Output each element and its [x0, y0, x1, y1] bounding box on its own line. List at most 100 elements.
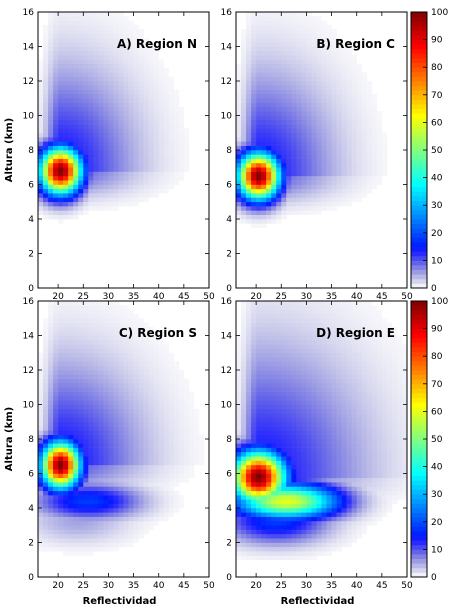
heatmap-cell [271, 434, 277, 440]
heatmap-cell [163, 486, 170, 492]
heatmap-cell [361, 72, 368, 77]
heatmap-cell [241, 512, 247, 517]
heatmap-cell [143, 370, 149, 375]
heatmap-cell [301, 158, 307, 164]
heatmap-cell [291, 85, 297, 90]
heatmap-cell [256, 533, 262, 539]
heatmap-cell [351, 137, 358, 142]
heatmap-cell [63, 37, 69, 43]
heatmap-cell [331, 132, 337, 138]
heatmap-cell [311, 20, 317, 26]
heatmap-cell [306, 111, 312, 116]
heatmap-cell [98, 473, 104, 479]
heatmap-cell [78, 551, 84, 556]
heatmap-cell [291, 421, 297, 427]
heatmap-cell [276, 447, 282, 453]
heatmap-cell [38, 193, 44, 198]
heatmap-cell [38, 395, 44, 401]
heatmap-cell [188, 447, 195, 453]
heatmap-cell [48, 55, 54, 60]
heatmap-cell [113, 197, 119, 203]
heatmap-cell [256, 555, 262, 561]
heatmap-cell [48, 326, 54, 332]
heatmap-cell [83, 460, 89, 466]
heatmap-cell [143, 93, 149, 99]
heatmap-cell [311, 184, 317, 190]
heatmap-cell [311, 197, 317, 203]
heatmap-cell [68, 63, 74, 69]
y-tick-label: 4 [226, 215, 232, 225]
heatmap-cell [261, 68, 267, 73]
heatmap-cell [316, 141, 322, 146]
heatmap-cell [43, 137, 49, 142]
heatmap-cell [53, 154, 59, 159]
heatmap-cell [276, 331, 282, 336]
heatmap-cell [78, 546, 84, 552]
heatmap-cell [256, 357, 262, 362]
heatmap-cell [281, 361, 287, 366]
heatmap-cell [291, 426, 297, 431]
heatmap-cell [38, 382, 44, 388]
heatmap-cell [138, 361, 144, 366]
heatmap-cell [168, 89, 175, 95]
heatmap-cell [88, 301, 94, 306]
heatmap-cell [316, 50, 322, 56]
heatmap-cell [93, 12, 99, 17]
heatmap-cell [163, 98, 170, 103]
heatmap-cell [361, 162, 368, 168]
heatmap-cell [193, 426, 200, 431]
heatmap-cell [241, 378, 247, 384]
heatmap-cell [68, 382, 74, 388]
heatmap-cell [356, 150, 363, 155]
heatmap-cell [53, 76, 59, 82]
heatmap-cell [271, 464, 277, 470]
heatmap-cell [351, 98, 358, 103]
heatmap-cell [261, 137, 267, 142]
heatmap-cell [143, 137, 149, 142]
heatmap-cell [286, 477, 292, 483]
heatmap-cell [148, 434, 154, 440]
heatmap-cell [286, 520, 292, 526]
heatmap-cell [63, 551, 69, 556]
heatmap-cell [103, 417, 109, 423]
heatmap-cell [173, 382, 180, 388]
heatmap-cell [173, 378, 180, 384]
heatmap-cell [63, 439, 69, 444]
heatmap-cell [271, 167, 277, 172]
heatmap-cell [173, 180, 180, 185]
heatmap-cell [326, 128, 332, 134]
heatmap-cell [103, 357, 109, 362]
heatmap-cell [251, 413, 257, 418]
heatmap-cell [158, 145, 165, 151]
heatmap-cell [143, 197, 149, 203]
heatmap-cell [376, 137, 383, 142]
heatmap-cell [276, 93, 282, 99]
heatmap-cell [168, 76, 175, 82]
heatmap-cell [43, 81, 49, 86]
heatmap-cell [153, 499, 160, 504]
heatmap-cell [73, 201, 79, 207]
heatmap-cell [306, 137, 312, 142]
heatmap-cell [83, 404, 89, 410]
heatmap-cell [241, 365, 247, 371]
x-axis-label: Reflectividad [83, 596, 157, 607]
heatmap-cell [108, 180, 114, 185]
heatmap-cell [38, 503, 44, 509]
heatmap-cell [256, 223, 262, 228]
heatmap-cell [331, 89, 337, 95]
heatmap-cell [241, 546, 247, 552]
heatmap-cell [183, 451, 190, 457]
heatmap-cell [73, 331, 79, 336]
heatmap-cell [241, 184, 247, 190]
heatmap-cell [241, 98, 247, 103]
heatmap-cell [276, 119, 282, 125]
heatmap-cell [63, 482, 69, 487]
heatmap-cell [88, 313, 94, 319]
heatmap-cell [118, 154, 124, 159]
heatmap-cell [236, 219, 242, 224]
heatmap-cell [236, 473, 242, 479]
heatmap-cell [43, 162, 49, 168]
heatmap-cell [38, 93, 44, 99]
heatmap-cell [236, 162, 242, 168]
heatmap-cell [296, 395, 302, 401]
